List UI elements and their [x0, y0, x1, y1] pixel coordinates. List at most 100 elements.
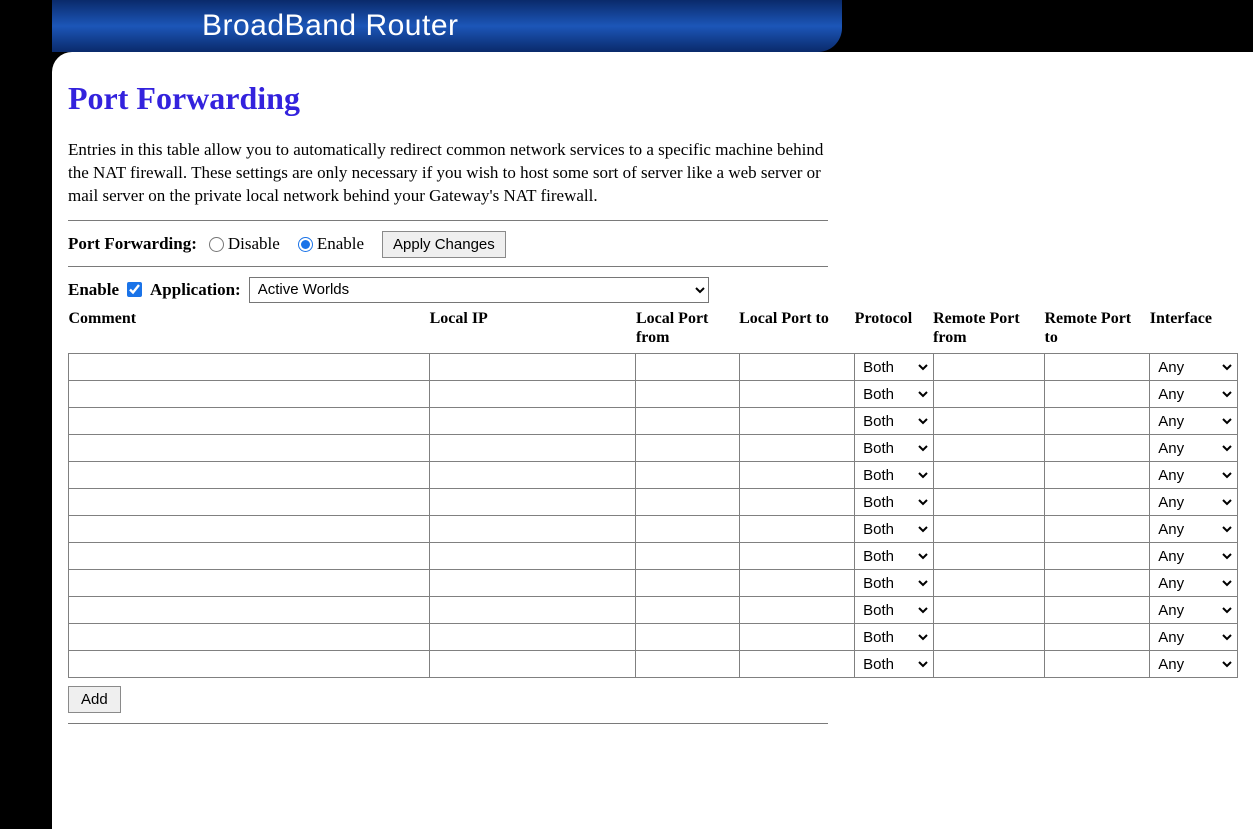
comment-input[interactable]	[69, 570, 429, 596]
comment-input[interactable]	[69, 489, 429, 515]
apply-changes-button[interactable]: Apply Changes	[382, 231, 506, 258]
remote-port-from-input[interactable]	[934, 516, 1044, 542]
local-port-from-input[interactable]	[636, 651, 738, 677]
interface-select[interactable]: Any	[1152, 516, 1235, 542]
remote-port-to-input[interactable]	[1045, 570, 1149, 596]
local-port-from-input[interactable]	[636, 543, 738, 569]
protocol-select[interactable]: Both	[857, 489, 930, 515]
protocol-select[interactable]: Both	[857, 570, 930, 596]
local-port-from-input[interactable]	[636, 570, 738, 596]
local-port-to-input[interactable]	[740, 570, 855, 596]
comment-input[interactable]	[69, 516, 429, 542]
interface-select[interactable]: Any	[1152, 489, 1235, 515]
remote-port-to-input[interactable]	[1045, 516, 1149, 542]
protocol-select[interactable]: Both	[857, 543, 930, 569]
local-port-to-input[interactable]	[740, 624, 855, 650]
remote-port-to-input[interactable]	[1045, 624, 1149, 650]
remote-port-from-input[interactable]	[934, 462, 1044, 488]
local-port-from-input[interactable]	[636, 624, 738, 650]
interface-select[interactable]: Any	[1152, 354, 1235, 380]
local-ip-input[interactable]	[430, 624, 635, 650]
comment-input[interactable]	[69, 435, 429, 461]
protocol-select[interactable]: Both	[857, 516, 930, 542]
local-ip-input[interactable]	[430, 381, 635, 407]
local-port-from-input[interactable]	[636, 516, 738, 542]
interface-select[interactable]: Any	[1152, 597, 1235, 623]
add-button[interactable]: Add	[68, 686, 121, 713]
remote-port-to-input[interactable]	[1045, 462, 1149, 488]
local-ip-input[interactable]	[430, 435, 635, 461]
interface-select[interactable]: Any	[1152, 462, 1235, 488]
local-port-to-input[interactable]	[740, 651, 855, 677]
comment-input[interactable]	[69, 543, 429, 569]
comment-input[interactable]	[69, 597, 429, 623]
interface-select[interactable]: Any	[1152, 408, 1235, 434]
protocol-select[interactable]: Both	[857, 624, 930, 650]
protocol-select[interactable]: Both	[857, 354, 930, 380]
interface-select[interactable]: Any	[1152, 381, 1235, 407]
remote-port-from-input[interactable]	[934, 570, 1044, 596]
protocol-select[interactable]: Both	[857, 462, 930, 488]
local-port-from-input[interactable]	[636, 462, 738, 488]
remote-port-from-input[interactable]	[934, 597, 1044, 623]
protocol-select[interactable]: Both	[857, 381, 930, 407]
remote-port-from-input[interactable]	[934, 651, 1044, 677]
application-select[interactable]: Active Worlds	[249, 277, 709, 303]
protocol-select[interactable]: Both	[857, 408, 930, 434]
remote-port-to-input[interactable]	[1045, 381, 1149, 407]
local-port-from-input[interactable]	[636, 489, 738, 515]
local-port-to-input[interactable]	[740, 462, 855, 488]
disable-radio-label[interactable]: Disable	[228, 234, 280, 254]
local-port-from-input[interactable]	[636, 435, 738, 461]
local-port-to-input[interactable]	[740, 516, 855, 542]
local-ip-input[interactable]	[430, 354, 635, 380]
local-ip-input[interactable]	[430, 462, 635, 488]
remote-port-from-input[interactable]	[934, 435, 1044, 461]
comment-input[interactable]	[69, 354, 429, 380]
local-port-from-input[interactable]	[636, 597, 738, 623]
interface-select[interactable]: Any	[1152, 624, 1235, 650]
remote-port-to-input[interactable]	[1045, 543, 1149, 569]
local-port-from-input[interactable]	[636, 408, 738, 434]
interface-select[interactable]: Any	[1152, 570, 1235, 596]
remote-port-from-input[interactable]	[934, 624, 1044, 650]
local-port-to-input[interactable]	[740, 597, 855, 623]
local-port-to-input[interactable]	[740, 381, 855, 407]
interface-select[interactable]: Any	[1152, 651, 1235, 677]
local-ip-input[interactable]	[430, 543, 635, 569]
comment-input[interactable]	[69, 381, 429, 407]
local-ip-input[interactable]	[430, 651, 635, 677]
local-port-to-input[interactable]	[740, 435, 855, 461]
local-port-to-input[interactable]	[740, 543, 855, 569]
protocol-select[interactable]: Both	[857, 597, 930, 623]
protocol-select[interactable]: Both	[857, 435, 930, 461]
interface-select[interactable]: Any	[1152, 435, 1235, 461]
remote-port-from-input[interactable]	[934, 408, 1044, 434]
comment-input[interactable]	[69, 624, 429, 650]
local-port-from-input[interactable]	[636, 354, 738, 380]
remote-port-from-input[interactable]	[934, 354, 1044, 380]
local-ip-input[interactable]	[430, 570, 635, 596]
remote-port-to-input[interactable]	[1045, 408, 1149, 434]
local-port-from-input[interactable]	[636, 381, 738, 407]
remote-port-from-input[interactable]	[934, 489, 1044, 515]
enable-radio[interactable]	[298, 237, 313, 252]
remote-port-to-input[interactable]	[1045, 597, 1149, 623]
comment-input[interactable]	[69, 651, 429, 677]
remote-port-to-input[interactable]	[1045, 489, 1149, 515]
enable-checkbox[interactable]	[127, 282, 142, 297]
comment-input[interactable]	[69, 408, 429, 434]
interface-select[interactable]: Any	[1152, 543, 1235, 569]
protocol-select[interactable]: Both	[857, 651, 930, 677]
local-ip-input[interactable]	[430, 489, 635, 515]
enable-radio-label[interactable]: Enable	[317, 234, 364, 254]
local-ip-input[interactable]	[430, 408, 635, 434]
local-port-to-input[interactable]	[740, 354, 855, 380]
remote-port-from-input[interactable]	[934, 543, 1044, 569]
remote-port-to-input[interactable]	[1045, 435, 1149, 461]
comment-input[interactable]	[69, 462, 429, 488]
local-ip-input[interactable]	[430, 597, 635, 623]
local-ip-input[interactable]	[430, 516, 635, 542]
local-port-to-input[interactable]	[740, 408, 855, 434]
local-port-to-input[interactable]	[740, 489, 855, 515]
